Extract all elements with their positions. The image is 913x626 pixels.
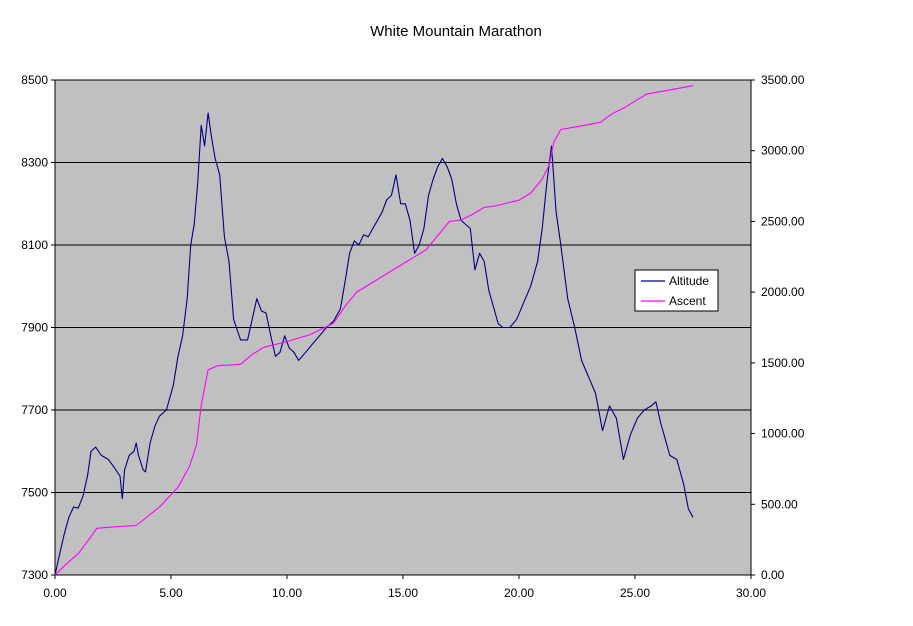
y-tick-label: 7700 (21, 403, 48, 417)
y2-tick-label: 3500.00 (761, 73, 805, 87)
axes: 7300 7500 7700 7900 8100 8300 8500 0.00 500.00 10… (21, 73, 804, 600)
legend-box (634, 269, 719, 312)
y-tick-label: 8300 (21, 156, 48, 170)
x-tick-label: 10.00 (272, 586, 302, 600)
series-lines (54, 85, 694, 576)
y2-tick-label: 2000.00 (761, 285, 805, 299)
y-tick-label: 7500 (21, 486, 48, 500)
y2-tick-label: 500.00 (761, 497, 798, 511)
x-tick-label: 0.00 (43, 586, 67, 600)
y-tick-label: 8500 (21, 73, 48, 87)
legend-label-ascent: Ascent (669, 294, 706, 308)
y-tick-label: 7300 (21, 568, 48, 582)
y-tick-label: 8100 (21, 238, 48, 252)
x-tick-label: 20.00 (504, 586, 534, 600)
y2-tick-label: 2500.00 (761, 214, 805, 228)
y2-tick-label: 3000.00 (761, 144, 805, 158)
y2-tick-label: 1000.00 (761, 427, 805, 441)
series-line-altitude (54, 112, 694, 576)
legend-label-altitude: Altitude (669, 274, 709, 288)
legend: Altitude Ascent (634, 269, 719, 312)
x-tick-label: 15.00 (388, 586, 418, 600)
x-tick-label: 25.00 (620, 586, 650, 600)
y2-tick-label: 1500.00 (761, 356, 805, 370)
chart-title: White Mountain Marathon (370, 23, 542, 40)
y-tick-label: 7900 (21, 321, 48, 335)
x-tick-label: 30.00 (736, 586, 766, 600)
y2-tick-label: 0.00 (761, 568, 785, 582)
gridlines (55, 162, 751, 493)
series-line-ascent (54, 85, 694, 576)
x-tick-label: 5.00 (159, 586, 183, 600)
